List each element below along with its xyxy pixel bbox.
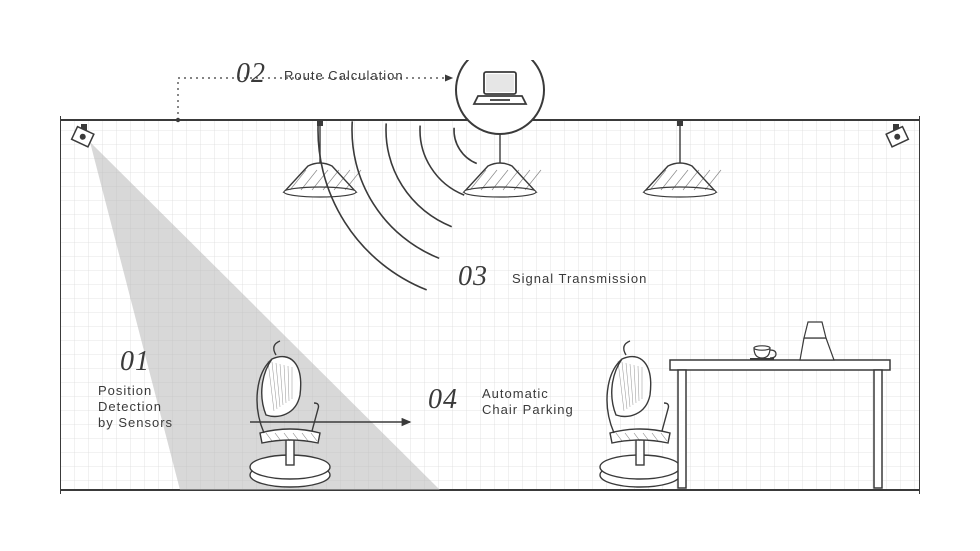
step-number: 04	[428, 384, 458, 415]
step-number: 02	[236, 60, 266, 89]
step-label: Chair Parking	[482, 402, 574, 417]
step-label: Route Calculation	[284, 68, 404, 83]
step-label: Position	[98, 383, 152, 398]
step-label: Automatic	[482, 386, 549, 401]
diagram-stage: 01 PositionDetectionby Sensors 02 Route Cal…	[60, 60, 920, 490]
step-number: 01	[120, 346, 150, 377]
step-label: Detection	[98, 399, 162, 414]
step-number: 03	[458, 261, 488, 292]
dotted-route	[176, 78, 452, 122]
diagram-svg: 01 PositionDetectionby Sensors 02 Route Cal…	[60, 60, 920, 520]
step-label: Signal Transmission	[512, 271, 647, 286]
step-label: by Sensors	[98, 415, 173, 430]
